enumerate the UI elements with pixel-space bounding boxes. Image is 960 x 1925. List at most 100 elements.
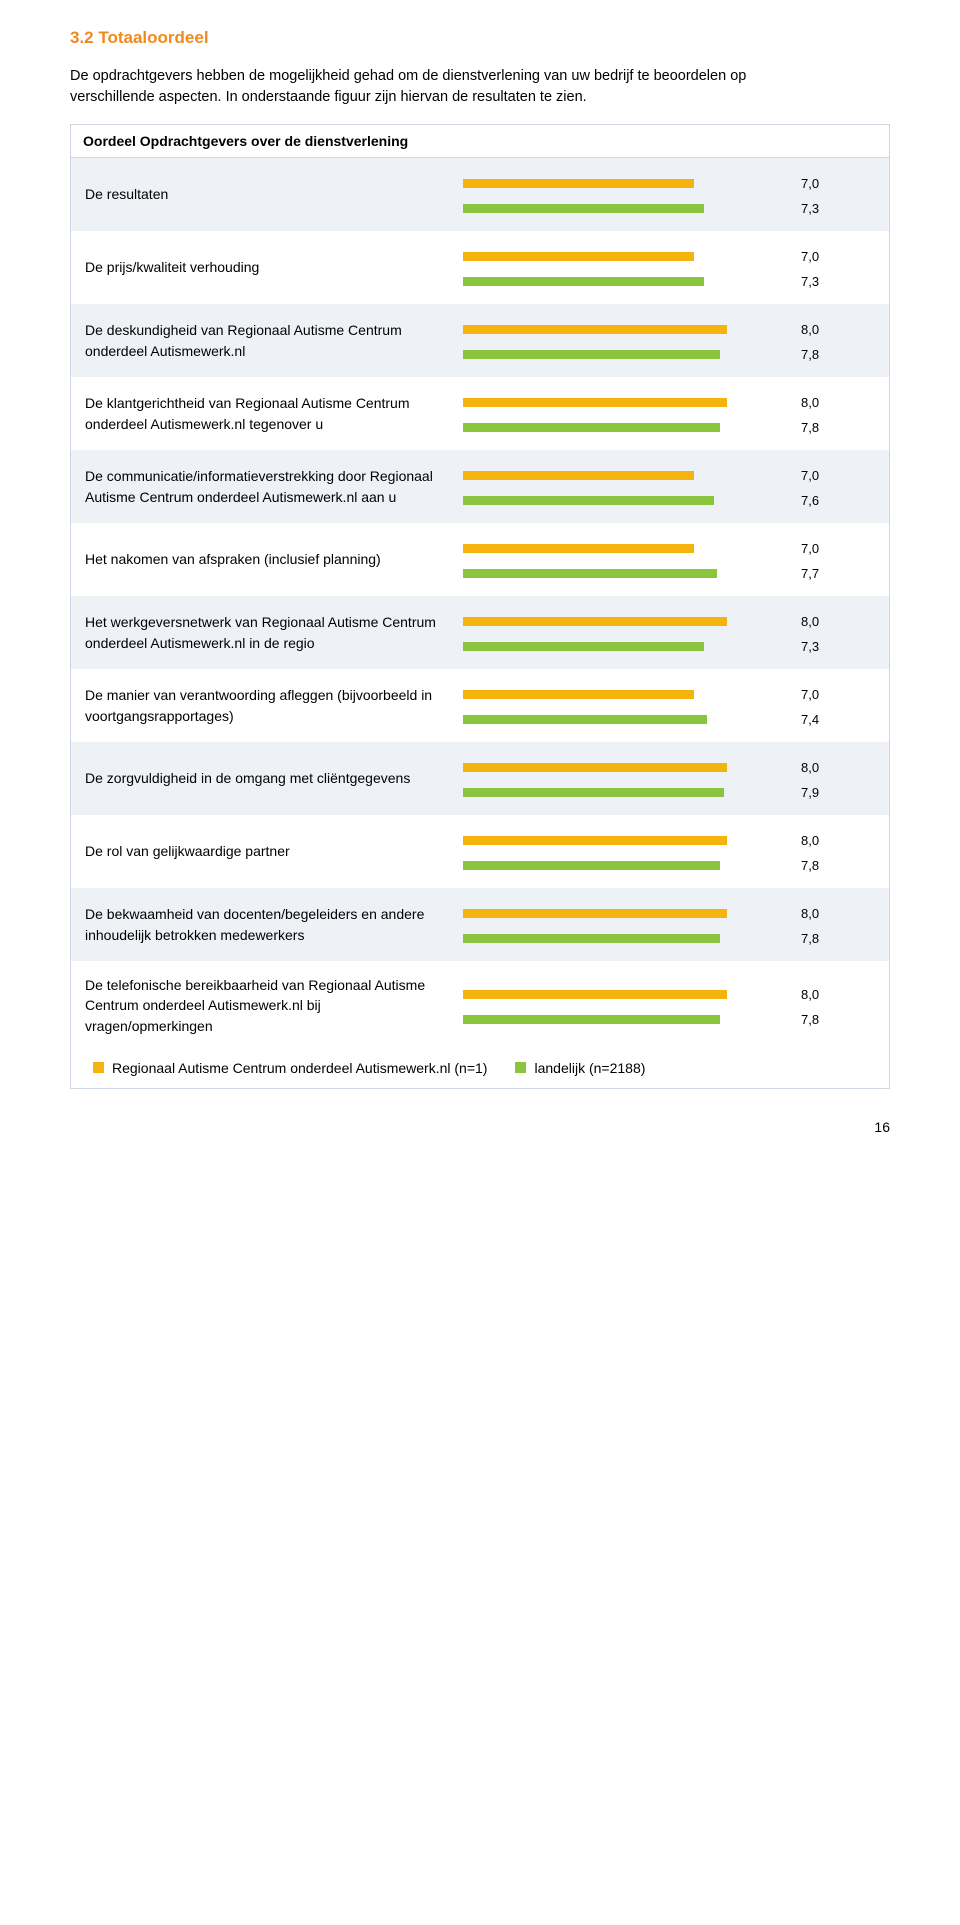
bar-fill bbox=[463, 715, 707, 724]
bar-line-series2: 7,4 bbox=[463, 711, 877, 728]
bar-fill bbox=[463, 423, 720, 432]
bar-fill bbox=[463, 350, 720, 359]
bar-track bbox=[463, 642, 793, 651]
chart-row: De zorgvuldigheid in de omgang met cliën… bbox=[71, 742, 889, 815]
chart-row: De communicatie/informatieverstrekking d… bbox=[71, 450, 889, 523]
bar-fill bbox=[463, 861, 720, 870]
bar-value: 7,7 bbox=[793, 566, 829, 581]
section-title: 3.2 Totaaloordeel bbox=[70, 28, 890, 48]
bar-line-series2: 7,8 bbox=[463, 1011, 877, 1028]
bar-line-series2: 7,6 bbox=[463, 492, 877, 509]
row-label: De deskundigheid van Regionaal Autisme C… bbox=[85, 320, 463, 361]
bar-track bbox=[463, 471, 793, 480]
bar-track bbox=[463, 179, 793, 188]
bar-fill bbox=[463, 836, 727, 845]
row-label: De communicatie/informatieverstrekking d… bbox=[85, 466, 463, 507]
bar-track bbox=[463, 569, 793, 578]
bar-value: 8,0 bbox=[793, 760, 829, 775]
legend-label-series1: Regionaal Autisme Centrum onderdeel Auti… bbox=[112, 1060, 487, 1076]
bar-line-series1: 8,0 bbox=[463, 321, 877, 338]
row-bars: 8,0 7,8 bbox=[463, 829, 877, 874]
chart-row: De rol van gelijkwaardige partner8,07,8 bbox=[71, 815, 889, 888]
row-label: De prijs/kwaliteit verhouding bbox=[85, 257, 463, 277]
bar-line-series1: 8,0 bbox=[463, 905, 877, 922]
bar-line-series2: 7,8 bbox=[463, 419, 877, 436]
bar-line-series2: 7,9 bbox=[463, 784, 877, 801]
bar-value: 7,8 bbox=[793, 347, 829, 362]
bar-value: 7,8 bbox=[793, 858, 829, 873]
bar-value: 7,0 bbox=[793, 687, 829, 702]
bar-track bbox=[463, 350, 793, 359]
bar-line-series2: 7,3 bbox=[463, 273, 877, 290]
chart-row: De telefonische bereikbaarheid van Regio… bbox=[71, 961, 889, 1050]
row-bars: 7,0 7,7 bbox=[463, 537, 877, 582]
chart-row: Het werkgeversnetwerk van Regionaal Auti… bbox=[71, 596, 889, 669]
bar-line-series1: 7,0 bbox=[463, 248, 877, 265]
bar-track bbox=[463, 909, 793, 918]
bar-value: 8,0 bbox=[793, 987, 829, 1002]
bar-fill bbox=[463, 471, 694, 480]
bar-fill bbox=[463, 569, 717, 578]
bar-track bbox=[463, 252, 793, 261]
bar-fill bbox=[463, 909, 727, 918]
bar-value: 7,8 bbox=[793, 420, 829, 435]
bar-value: 7,3 bbox=[793, 639, 829, 654]
bar-value: 7,0 bbox=[793, 468, 829, 483]
bar-fill bbox=[463, 934, 720, 943]
row-label: De zorgvuldigheid in de omgang met cliën… bbox=[85, 768, 463, 788]
chart-row: De klantgerichtheid van Regionaal Autism… bbox=[71, 377, 889, 450]
bar-fill bbox=[463, 544, 694, 553]
bar-track bbox=[463, 690, 793, 699]
row-bars: 8,0 7,8 bbox=[463, 318, 877, 363]
bar-value: 7,0 bbox=[793, 541, 829, 556]
bar-track bbox=[463, 934, 793, 943]
legend-item-series2: landelijk (n=2188) bbox=[515, 1060, 645, 1076]
bar-value: 7,3 bbox=[793, 201, 829, 216]
bar-value: 8,0 bbox=[793, 322, 829, 337]
bar-fill bbox=[463, 325, 727, 334]
bar-line-series1: 8,0 bbox=[463, 986, 877, 1003]
bar-line-series1: 8,0 bbox=[463, 832, 877, 849]
bar-value: 7,8 bbox=[793, 931, 829, 946]
bar-track bbox=[463, 990, 793, 999]
bar-track bbox=[463, 788, 793, 797]
bar-line-series1: 8,0 bbox=[463, 613, 877, 630]
row-bars: 7,0 7,4 bbox=[463, 683, 877, 728]
intro-paragraph: De opdrachtgevers hebben de mogelijkheid… bbox=[70, 66, 800, 108]
row-label: Het werkgeversnetwerk van Regionaal Auti… bbox=[85, 612, 463, 653]
bar-line-series1: 8,0 bbox=[463, 759, 877, 776]
bar-line-series2: 7,7 bbox=[463, 565, 877, 582]
row-bars: 8,0 7,8 bbox=[463, 983, 877, 1028]
row-label: De bekwaamheid van docenten/begeleiders … bbox=[85, 904, 463, 945]
bar-value: 7,4 bbox=[793, 712, 829, 727]
bar-fill bbox=[463, 277, 704, 286]
bar-fill bbox=[463, 252, 694, 261]
chart-row: De prijs/kwaliteit verhouding7,0 7,3 bbox=[71, 231, 889, 304]
bar-value: 7,8 bbox=[793, 1012, 829, 1027]
bar-track bbox=[463, 496, 793, 505]
row-bars: 8,0 7,3 bbox=[463, 610, 877, 655]
chart-row: Het nakomen van afspraken (inclusief pla… bbox=[71, 523, 889, 596]
bar-line-series1: 7,0 bbox=[463, 467, 877, 484]
chart-row: De deskundigheid van Regionaal Autisme C… bbox=[71, 304, 889, 377]
bar-value: 7,6 bbox=[793, 493, 829, 508]
chart-row: De manier van verantwoording afleggen (b… bbox=[71, 669, 889, 742]
bar-track bbox=[463, 423, 793, 432]
bar-fill bbox=[463, 788, 724, 797]
bar-line-series2: 7,3 bbox=[463, 200, 877, 217]
bar-value: 8,0 bbox=[793, 614, 829, 629]
row-label: De klantgerichtheid van Regionaal Autism… bbox=[85, 393, 463, 434]
bar-track bbox=[463, 544, 793, 553]
bar-line-series1: 7,0 bbox=[463, 540, 877, 557]
legend-item-series1: Regionaal Autisme Centrum onderdeel Auti… bbox=[93, 1060, 487, 1076]
bar-track bbox=[463, 861, 793, 870]
bar-value: 8,0 bbox=[793, 906, 829, 921]
bar-line-series2: 7,8 bbox=[463, 346, 877, 363]
bar-track bbox=[463, 277, 793, 286]
row-label: De telefonische bereikbaarheid van Regio… bbox=[85, 975, 463, 1036]
bar-fill bbox=[463, 642, 704, 651]
bar-fill bbox=[463, 990, 727, 999]
chart-row: De resultaten7,07,3 bbox=[71, 158, 889, 231]
bar-track bbox=[463, 763, 793, 772]
bar-value: 8,0 bbox=[793, 395, 829, 410]
